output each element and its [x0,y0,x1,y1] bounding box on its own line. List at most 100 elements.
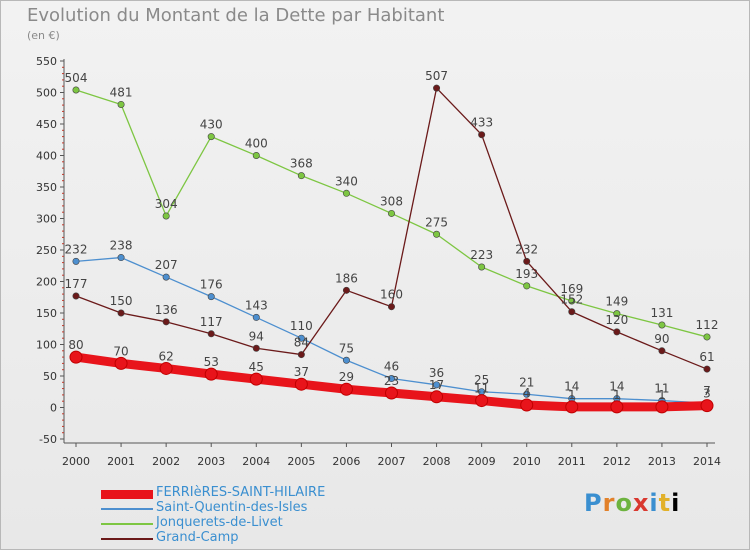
data-label: 29 [339,370,354,384]
data-label: 430 [200,118,223,132]
y-tick-label: 350 [36,181,57,194]
data-point [339,382,353,396]
data-point [658,321,666,329]
legend-label-ferrieres: FERRIèRES-SAINT-HILAIRE [156,485,326,500]
data-label: 1 [658,388,666,402]
legend-label-jonquerets: Jonquerets-de-Livet [156,515,283,530]
data-label: 90 [654,332,669,346]
data-label: 340 [335,174,358,188]
data-label: 94 [249,329,264,343]
y-tick-label: 200 [36,276,57,289]
data-label: 21 [519,375,534,389]
legend-label-saint-quentin: Saint-Quentin-des-Isles [156,500,308,515]
data-label: 507 [425,69,448,83]
data-label: 70 [113,344,128,358]
chart-title: Evolution du Montant de la Dette par Hab… [27,5,445,26]
data-point [72,292,80,300]
data-label: 11 [474,382,489,396]
data-point [613,328,621,336]
data-label: 84 [294,336,309,350]
data-label: 45 [249,360,264,374]
data-point [478,131,486,139]
data-point [342,286,350,294]
data-label: 275 [425,215,448,229]
data-label: 11 [654,382,669,396]
y-tick-label: 0 [50,402,57,415]
data-label: 131 [650,306,673,320]
legend-swatch-saint-quentin [101,508,153,510]
data-label: 23 [384,374,399,388]
data-point [249,372,263,386]
data-label: 232 [515,242,538,256]
legend-swatch-grand-camp [101,538,153,540]
data-point [700,399,714,413]
data-point [520,398,534,412]
data-point [207,330,215,338]
data-label: 223 [470,248,493,262]
data-point [117,309,125,317]
x-tick-label: 2007 [378,455,406,468]
data-point [252,344,260,352]
data-label: 37 [294,365,309,379]
data-label: 25 [474,373,489,387]
y-tick-label: 550 [36,55,57,68]
data-point [297,172,305,180]
data-label: 112 [696,318,719,332]
data-label: 504 [65,71,88,85]
x-tick-label: 2001 [107,455,135,468]
x-tick-label: 2013 [648,455,676,468]
x-tick-label: 2008 [423,455,451,468]
data-point [69,350,83,364]
data-point [162,212,170,220]
data-point [610,400,624,414]
legend-label-grand-camp: Grand-Camp [156,530,239,545]
data-point [252,313,260,321]
data-label: 186 [335,271,358,285]
data-point [207,133,215,141]
x-tick-label: 2003 [197,455,225,468]
data-label: 3 [703,387,711,401]
data-label: 176 [200,278,223,292]
y-tick-label: -50 [39,433,57,446]
data-point [72,86,80,94]
data-label: 4 [523,386,531,400]
data-label: 136 [155,303,178,317]
data-label: 207 [155,258,178,272]
data-label: 232 [65,242,88,256]
data-point [297,334,305,342]
data-point [478,263,486,271]
x-tick-label: 2011 [558,455,586,468]
x-tick-label: 2014 [693,455,721,468]
data-label: 238 [110,239,133,253]
data-point [568,308,576,316]
data-label: 433 [470,116,493,130]
data-label: 7 [703,384,711,398]
data-label: 53 [204,355,219,369]
data-label: 62 [159,349,174,363]
data-label: 75 [339,341,354,355]
data-point [433,230,441,238]
x-tick-label: 2006 [332,455,360,468]
data-point [658,347,666,355]
y-tick-label: 400 [36,150,57,163]
y-tick-label: 450 [36,118,57,131]
x-tick-label: 2002 [152,455,180,468]
x-tick-label: 2000 [62,455,90,468]
data-label: 368 [290,157,313,171]
data-label: 80 [68,338,83,352]
legend-swatch-jonquerets [101,523,153,525]
y-tick-label: 50 [43,370,57,383]
x-tick-label: 2005 [287,455,315,468]
data-point [387,303,395,311]
data-point [475,394,489,408]
x-tick-label: 2010 [513,455,541,468]
data-label: 150 [110,294,133,308]
y-tick-label: 150 [36,307,57,320]
data-point [523,282,531,290]
data-point [655,400,669,414]
data-point [565,400,579,414]
data-label: 149 [605,295,628,309]
data-point [204,367,218,381]
